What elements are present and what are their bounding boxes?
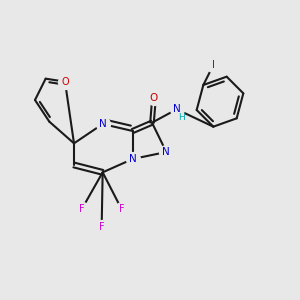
Text: F: F <box>119 204 124 214</box>
Text: N: N <box>129 154 136 164</box>
Text: H: H <box>178 113 184 122</box>
Text: O: O <box>61 77 69 87</box>
Text: F: F <box>79 204 85 214</box>
Text: N: N <box>173 104 181 114</box>
Text: N: N <box>163 147 170 157</box>
Text: F: F <box>99 222 104 232</box>
Text: N: N <box>99 119 106 129</box>
Text: O: O <box>150 93 158 103</box>
Text: I: I <box>212 60 215 70</box>
